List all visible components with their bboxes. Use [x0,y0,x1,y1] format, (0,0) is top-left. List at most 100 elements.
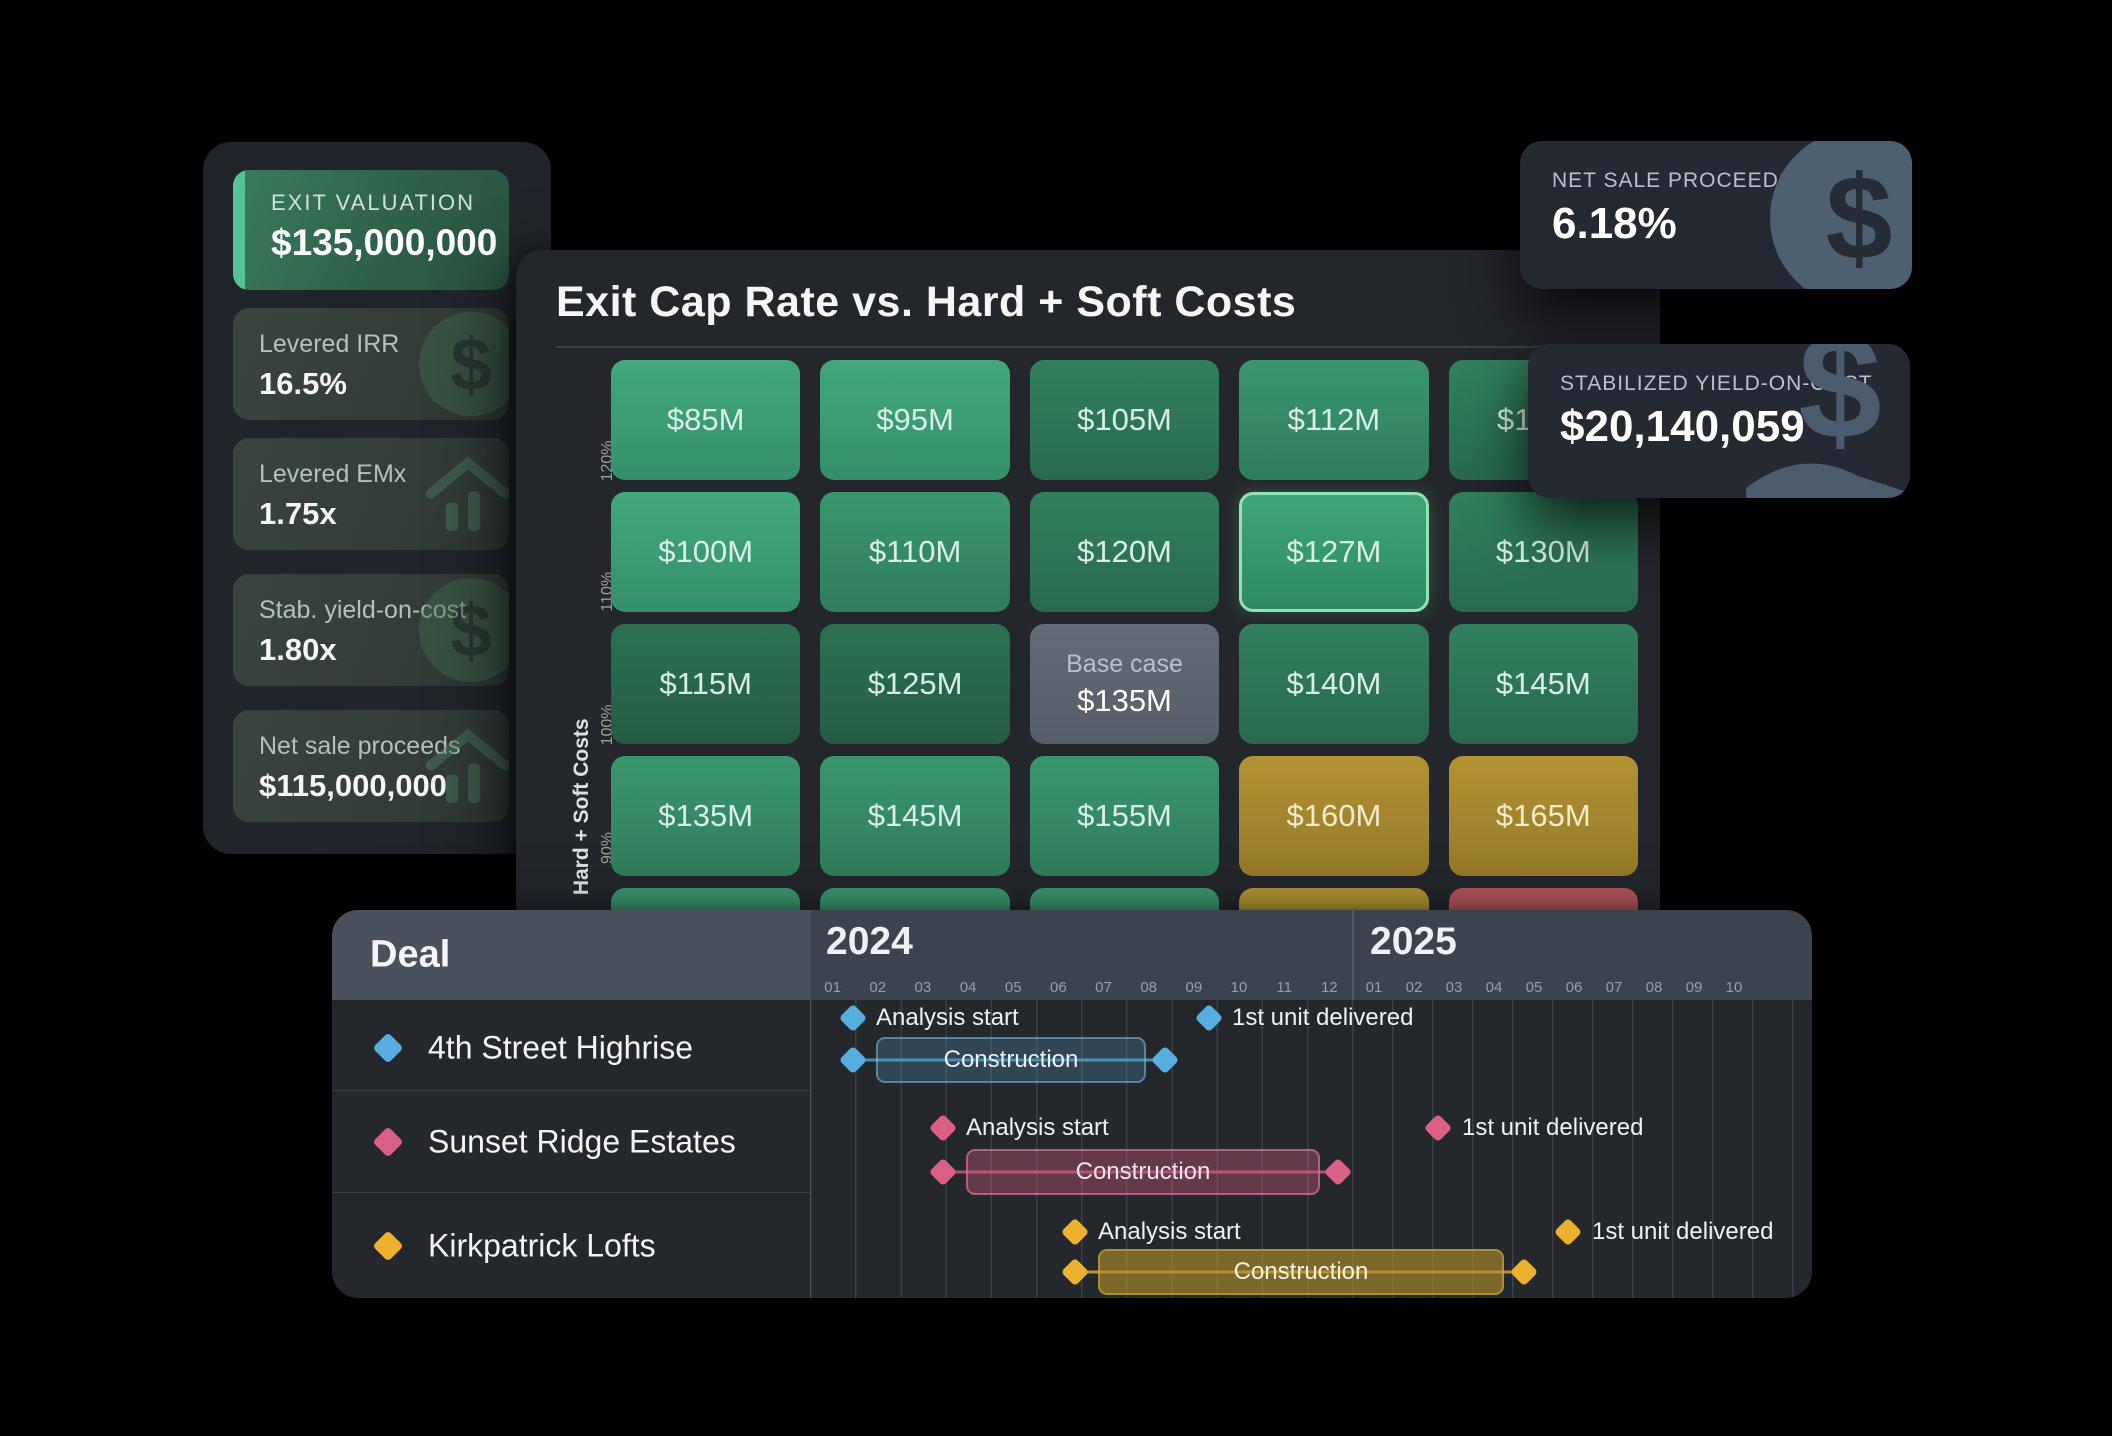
kpi-value: 1.80x [259,632,337,667]
month-tick: 07 [1095,979,1112,996]
kpi-value: 1.75x [259,496,337,531]
row-separator [332,1192,810,1193]
year-section-2024: 2024 01 02 03 04 05 06 07 08 09 10 11 12 [810,910,1352,1000]
stat-value: 6.18% [1552,199,1677,248]
heatmap-title: Exit Cap Rate vs. Hard + Soft Costs [556,278,1297,326]
month-tick: 08 [1645,979,1663,996]
stat-value: $20,140,059 [1560,402,1805,451]
kpi-card-exit-valuation[interactable]: EXIT VALUATION $135,000,000 [233,170,509,290]
stat-card-net-sale-proceeds: NET SALE PROCEEDS 6.18% $ [1520,141,1912,289]
heatmap-grid: $85M $95M $105M $112M $115M $100M $110M … [611,360,1638,956]
month-tick: 08 [1140,979,1158,996]
construction-bar[interactable]: Construction [1098,1249,1504,1295]
heatmap-cell[interactable]: $140M [1239,624,1429,744]
month-tick: 11 [1276,979,1292,996]
month-tick: 10 [1725,979,1743,996]
kpi-label: Levered EMx [259,460,407,488]
kpi-card-levered-emx[interactable]: Levered EMx 1.75x [233,438,509,550]
month-tick: 09 [1185,979,1203,996]
heatmap-cell[interactable]: $110M [820,492,1010,612]
month-tick: 05 [1525,979,1543,996]
gantt-panel: Deal 2024 01 02 03 04 05 06 07 08 09 10 … [332,910,1812,1298]
dollar-hand-icon: $ [1728,344,1910,498]
title-divider [556,346,1620,348]
dollar-coin-icon: $ [1770,141,1912,289]
year-label: 2024 [826,920,913,963]
heatmap-cell-selected[interactable]: $127M [1239,492,1429,612]
gantt-deal-header: Deal [332,910,810,1000]
dollar-circle-icon: $ [419,578,509,682]
analysis-start-label: Analysis start [966,1114,1109,1141]
first-unit-delivered-label: 1st unit delivered [1592,1218,1774,1245]
first-unit-delivered-label: 1st unit delivered [1232,1004,1414,1031]
month-tick: 01 [824,979,841,996]
kpi-sidebar: EXIT VALUATION $135,000,000 Levered IRR … [203,142,551,854]
kpi-card-stab-yield[interactable]: Stab. yield-on-cost 1.80x $ [233,574,509,686]
analysis-start-label: Analysis start [876,1004,1019,1031]
month-tick: 06 [1565,979,1583,996]
heatmap-y-axis-title: Hard + Soft Costs [570,718,593,896]
construction-connector [853,1058,1165,1062]
heatmap-cell[interactable]: $145M [1448,624,1638,744]
deal-diamond-icon [372,1126,404,1158]
construction-bar[interactable]: Construction [966,1149,1320,1195]
first-unit-delivered-label: 1st unit delivered [1462,1114,1644,1141]
deal-name: Sunset Ridge Estates [428,1123,736,1160]
kpi-card-net-sale-proceeds[interactable]: Net sale proceeds $115,000,000 [233,710,509,822]
deal-name: 4th Street Highrise [428,1029,694,1066]
month-tick: 02 [869,979,887,996]
kpi-label: Stab. yield-on-cost [259,596,467,624]
month-tick: 06 [1050,979,1067,996]
heatmap-cell[interactable]: $145M [820,756,1010,876]
heatmap-cell[interactable]: $155M [1029,756,1220,876]
month-tick: 05 [1004,979,1022,996]
heatmap-cell[interactable]: $135M [611,756,801,876]
month-tick: 03 [1445,979,1463,996]
kpi-card-levered-irr[interactable]: Levered IRR 16.5% $ [233,308,509,420]
heatmap-cell[interactable]: $95M [820,360,1010,480]
base-case-caption: Base case [1066,649,1183,678]
month-ticks-2024: 01 02 03 04 05 06 07 08 09 10 11 12 [810,979,1352,996]
dollar-circle-icon: $ [419,312,509,416]
month-tick: 07 [1605,979,1623,996]
heatmap-cell[interactable]: $115M [611,624,801,744]
heatmap-cell[interactable]: $85M [611,360,801,480]
month-tick: 09 [1685,979,1703,996]
heatmap-cell[interactable]: $160M [1239,756,1429,876]
deal-column-title: Deal [370,933,451,976]
construction-connector [943,1170,1338,1174]
heatmap-cell[interactable]: $112M [1239,360,1429,480]
month-tick: 04 [959,979,977,996]
month-tick: 03 [914,979,932,996]
month-tick: 12 [1320,979,1338,996]
heatmap-cell[interactable]: $165M [1448,756,1638,876]
month-tick: 10 [1230,979,1248,996]
deal-timeline-divider [810,910,811,1298]
year-label: 2025 [1370,920,1457,963]
heatmap-cell-base-case[interactable]: Base case $135M [1029,624,1220,744]
kpi-value: 16.5% [259,366,347,401]
month-tick: 04 [1485,979,1503,996]
stat-label: NET SALE PROCEEDS [1552,169,1794,192]
kpi-value: $135,000,000 [271,222,498,263]
month-ticks-2025: 01 02 03 04 05 06 07 08 09 10 [1354,979,1812,996]
sensitivity-heatmap-panel: Exit Cap Rate vs. Hard + Soft Costs Hard… [516,250,1660,956]
heatmap-cell[interactable]: $125M [820,624,1010,744]
month-tick: 02 [1405,979,1423,996]
kpi-label: Net sale proceeds [259,732,461,760]
heatmap-cell[interactable]: $105M [1029,360,1220,480]
heatmap-cell[interactable]: $130M [1448,492,1638,612]
heatmap-cell[interactable]: $100M [611,492,801,612]
svg-text:$: $ [1798,344,1881,470]
deal-name: Kirkpatrick Lofts [428,1227,656,1264]
year-section-2025: 2025 01 02 03 04 05 06 07 08 09 10 [1352,910,1812,1000]
construction-bar[interactable]: Construction [876,1037,1146,1083]
house-icon [413,438,509,550]
stat-label: STABILIZED YIELD-ON-COST [1560,372,1873,395]
timeline-gridlines-2025 [1352,1000,1812,1298]
analysis-start-label: Analysis start [1098,1218,1241,1245]
heatmap-cell[interactable]: $120M [1029,492,1220,612]
row-separator [332,1090,810,1091]
stat-card-stabilized-yield-on-cost: STABILIZED YIELD-ON-COST $20,140,059 $ [1528,344,1910,498]
